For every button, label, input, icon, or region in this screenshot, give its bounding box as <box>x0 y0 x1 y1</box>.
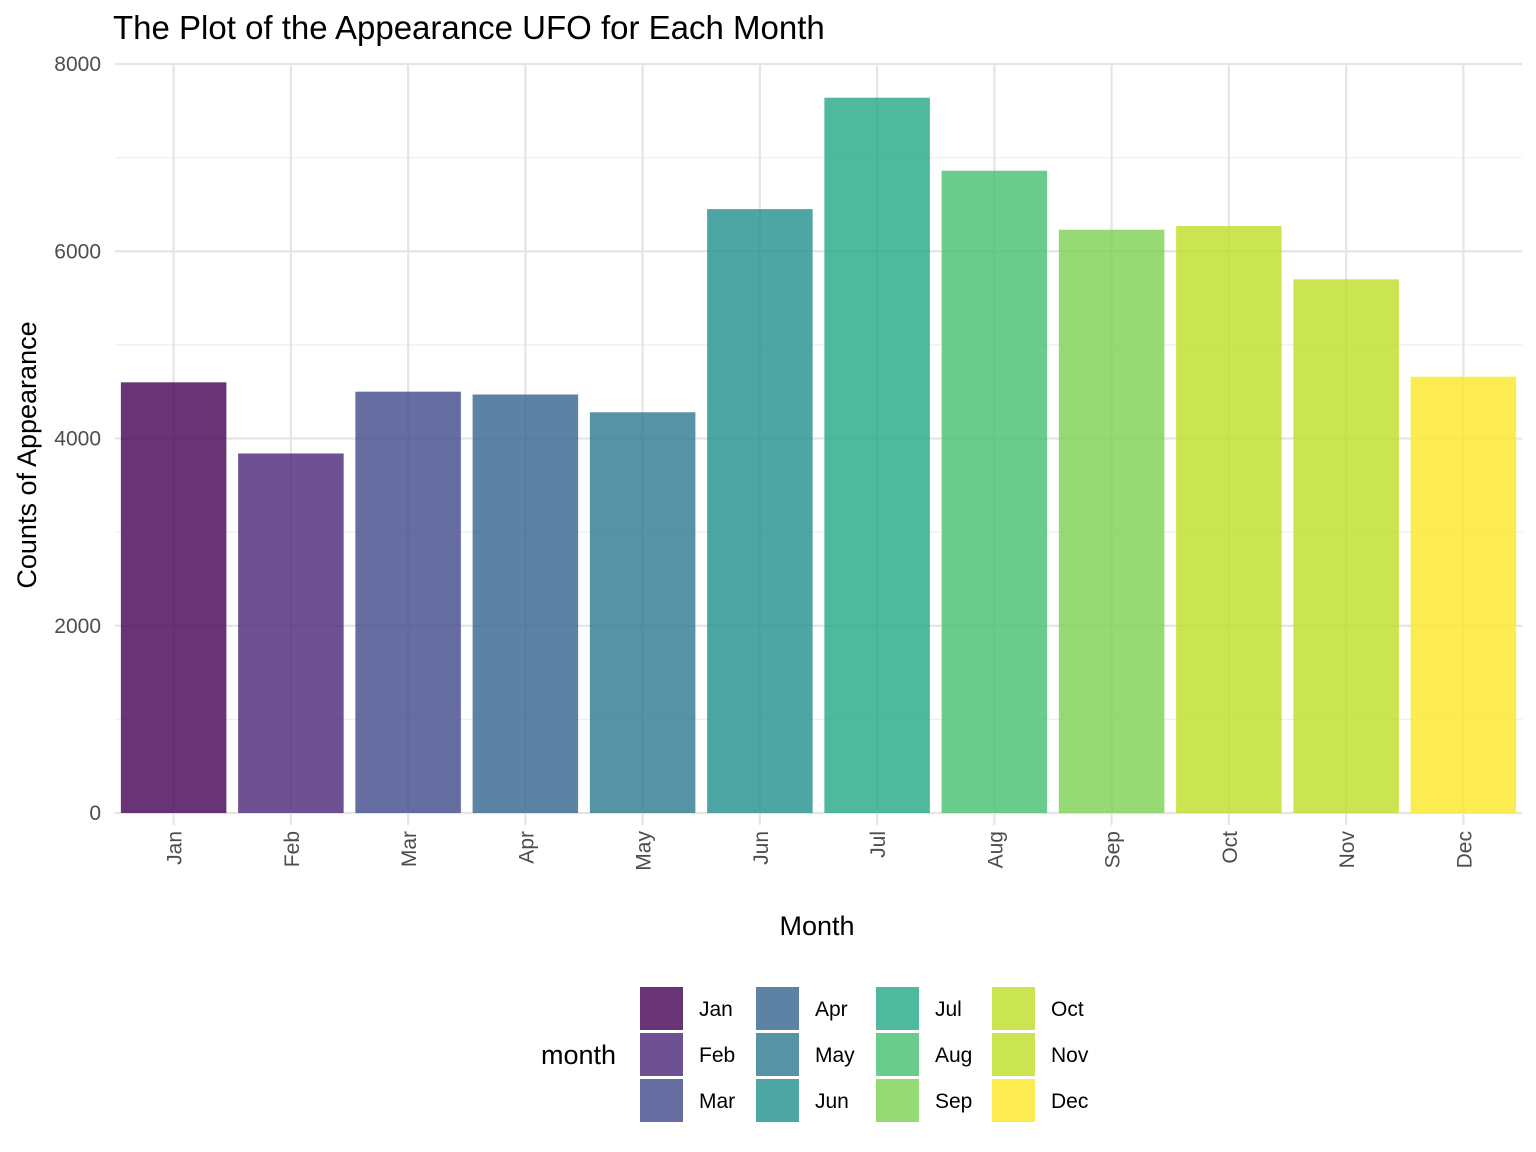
legend-swatch-apr <box>756 987 799 1030</box>
x-tick-label: Jan <box>164 831 187 865</box>
bar-may <box>589 412 696 813</box>
bar-feb <box>238 453 344 813</box>
x-tick-label: Jun <box>750 831 773 865</box>
legend-swatch-jun <box>756 1079 799 1122</box>
legend-label: Feb <box>699 1044 735 1067</box>
y-axis-title: Counts of Appearance <box>12 321 42 588</box>
legend-swatch-feb <box>640 1033 683 1076</box>
legend-label: Apr <box>815 998 848 1021</box>
y-tick-label: 2000 <box>54 615 101 638</box>
x-tick-label: Feb <box>281 831 304 867</box>
y-tick-label: 4000 <box>54 428 101 451</box>
x-tick-label: Sep <box>1102 831 1125 868</box>
bar-jan <box>120 382 227 813</box>
bar-apr <box>472 394 579 813</box>
bar-sep <box>1058 229 1165 813</box>
legend-label: Jan <box>699 998 733 1021</box>
bar-jul <box>824 97 930 813</box>
legend-swatch-nov <box>992 1033 1035 1076</box>
legend-swatch-jan <box>640 987 683 1030</box>
x-tick-label: Nov <box>1336 831 1359 869</box>
bar-aug <box>941 170 1048 814</box>
legend: month Jan Feb Mar Apr May Jun Jul Aug Sep Oct Nov D… <box>541 987 1089 1122</box>
bars <box>120 97 1517 814</box>
legend-title: month <box>541 1040 616 1070</box>
chart-title: The Plot of the Appearance UFO for Each … <box>113 9 825 46</box>
x-tick-label: Mar <box>398 831 421 867</box>
x-tick-label: Apr <box>515 831 538 864</box>
legend-swatch-may <box>756 1033 799 1076</box>
legend-swatch-jul <box>876 987 919 1030</box>
legend-swatch-mar <box>640 1079 683 1122</box>
legend-label: Sep <box>935 1090 972 1113</box>
x-tick-label: Aug <box>984 831 1007 868</box>
legend-swatch-dec <box>992 1079 1035 1122</box>
legend-label: Mar <box>699 1090 735 1113</box>
bar-jun <box>707 209 813 813</box>
y-axis-ticks: 0 2000 4000 6000 8000 <box>54 53 101 825</box>
legend-label: Nov <box>1051 1044 1089 1067</box>
x-tick-label: May <box>633 831 656 871</box>
x-tick-label: Oct <box>1219 831 1242 864</box>
bar-oct <box>1176 225 1282 813</box>
legend-label: Aug <box>935 1044 972 1067</box>
x-axis-title: Month <box>779 911 854 941</box>
y-tick-label: 0 <box>89 802 101 825</box>
bar-dec <box>1410 376 1517 813</box>
bar-nov <box>1293 279 1399 813</box>
x-axis-ticks: Jan Feb Mar Apr May Jun Jul Aug Sep Oct Nov Dec <box>164 831 1477 871</box>
legend-swatch-aug <box>876 1033 919 1076</box>
bar-mar <box>355 391 461 813</box>
legend-label: Jul <box>935 998 962 1021</box>
legend-label: Oct <box>1051 998 1084 1021</box>
y-tick-label: 8000 <box>54 53 101 76</box>
y-tick-label: 6000 <box>54 240 101 263</box>
x-tick-label: Dec <box>1453 831 1476 868</box>
x-tick-label: Jul <box>867 831 890 858</box>
legend-label: Dec <box>1051 1090 1088 1113</box>
legend-label: Jun <box>815 1090 849 1113</box>
legend-swatch-oct <box>992 987 1035 1030</box>
legend-swatch-sep <box>876 1079 919 1122</box>
legend-label: May <box>815 1044 855 1067</box>
